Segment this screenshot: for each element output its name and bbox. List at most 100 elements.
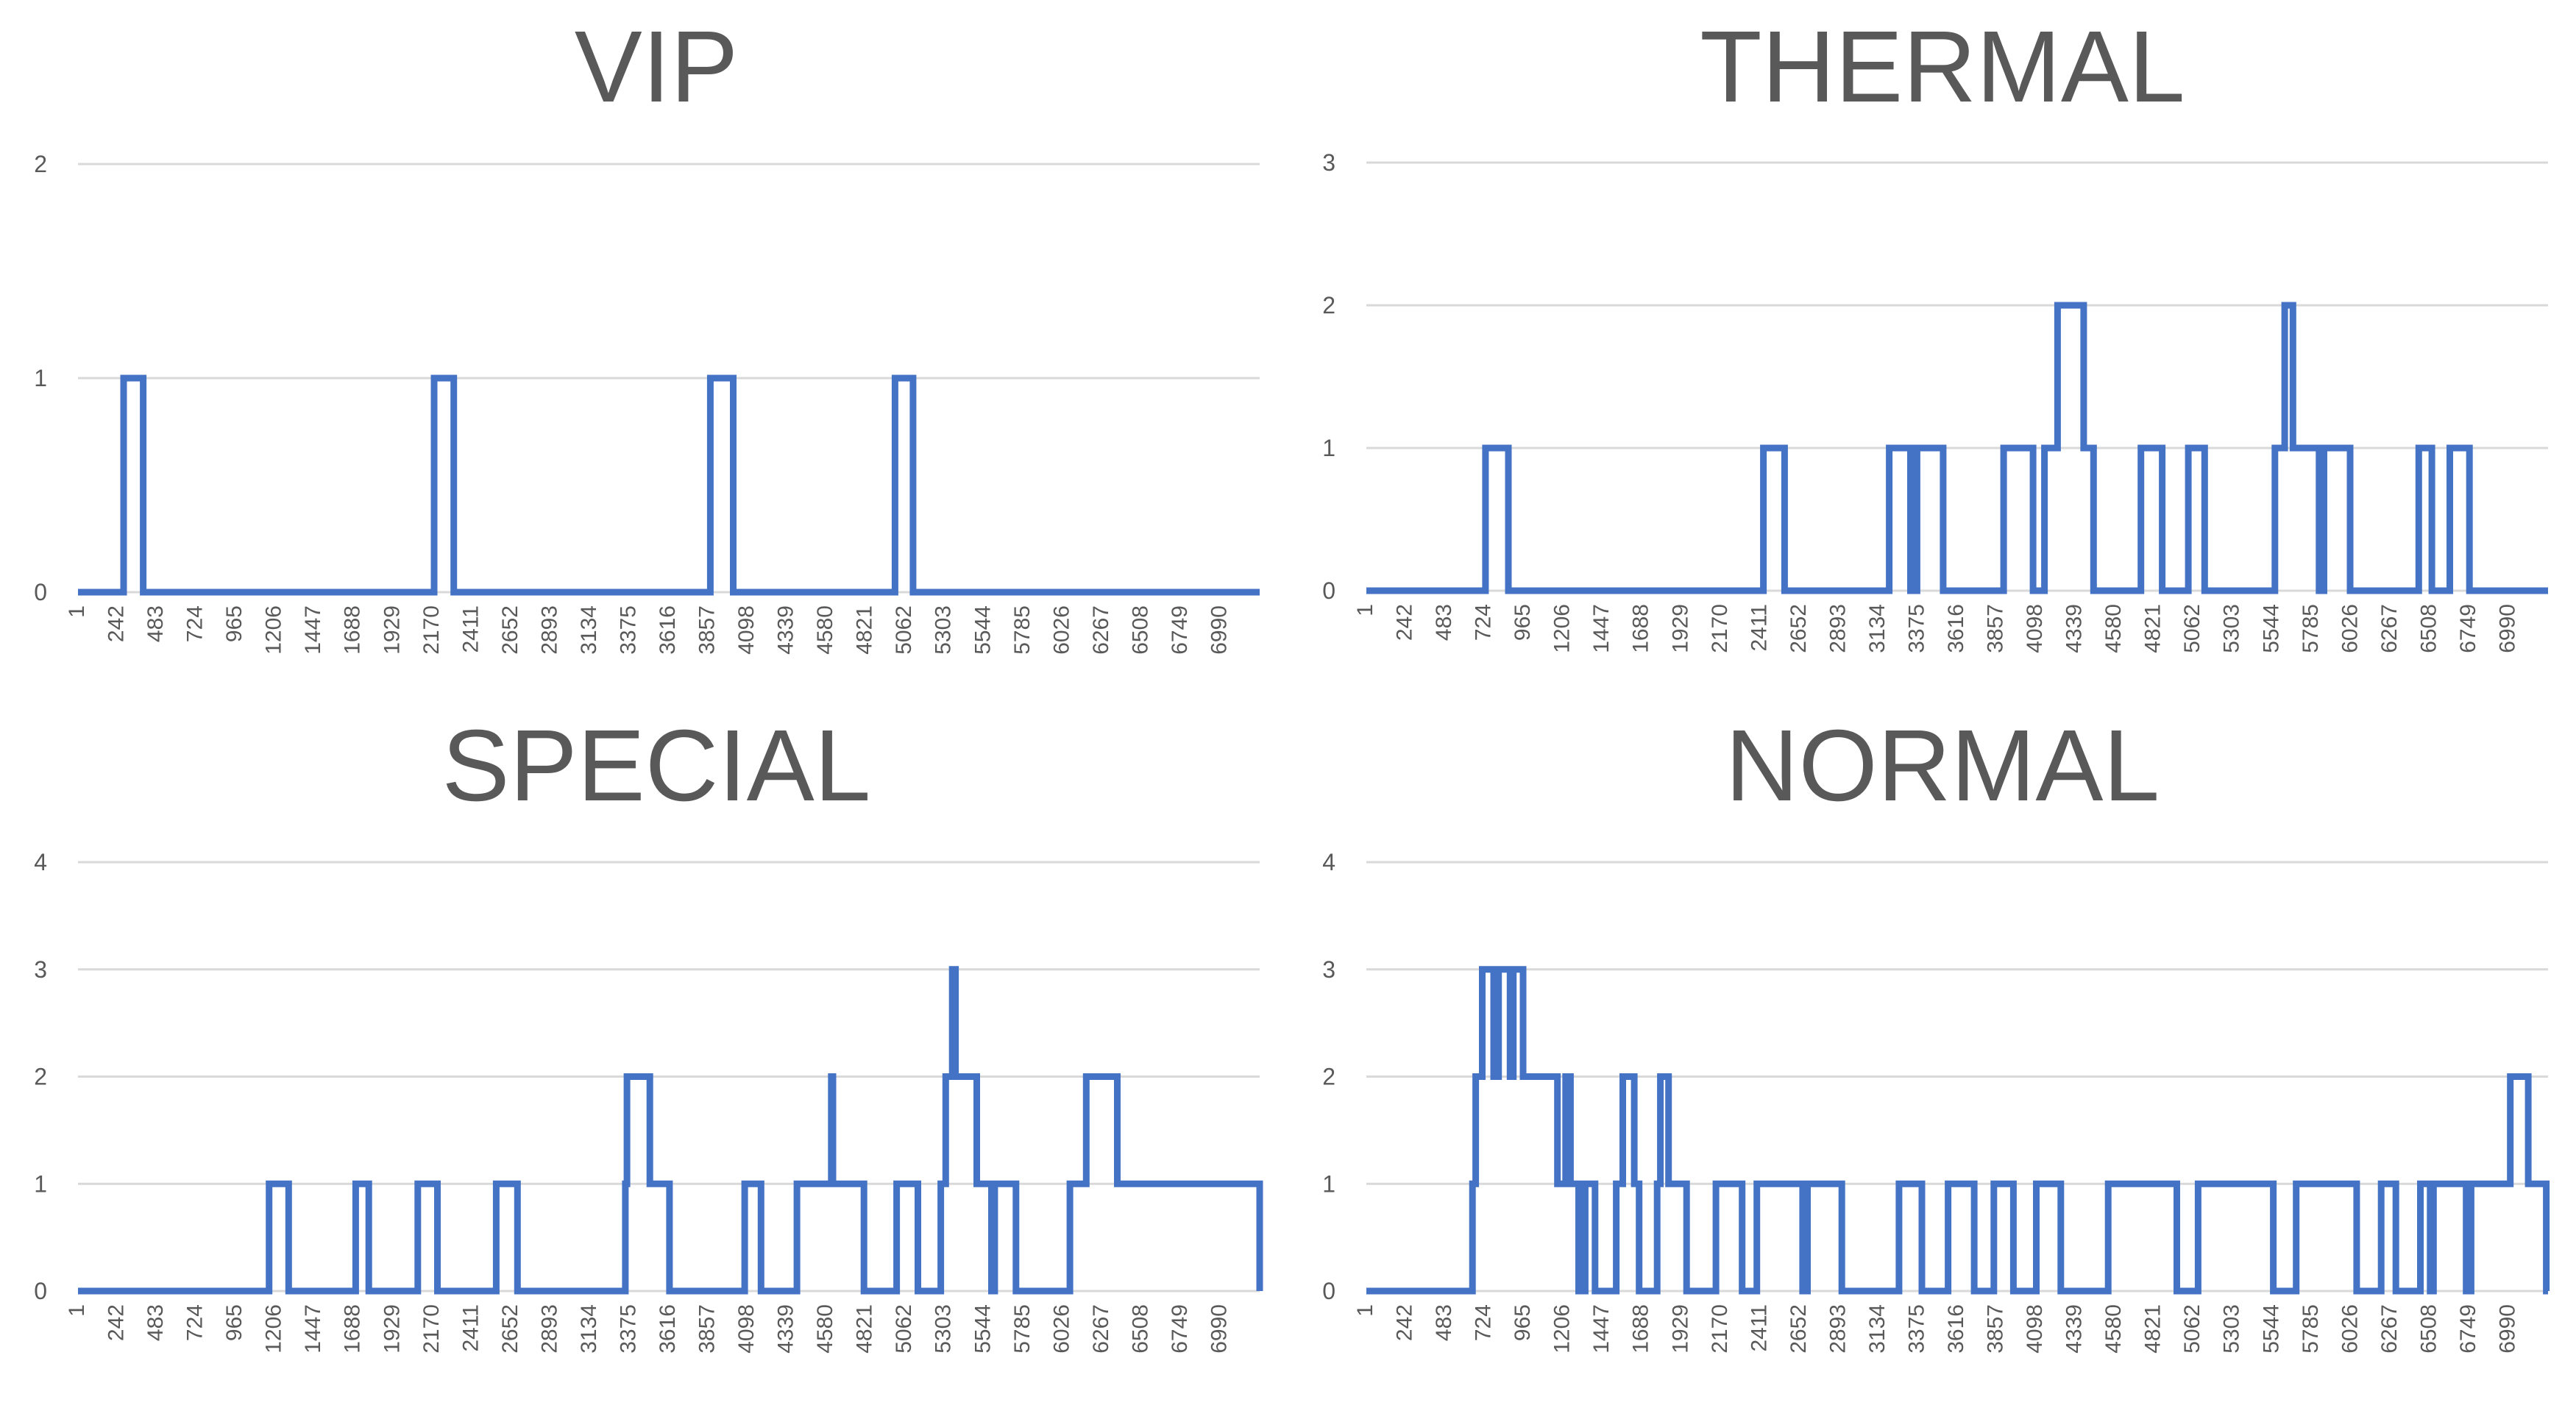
x-tick-label: 6026 (1049, 605, 1074, 655)
x-tick-label: 2652 (498, 605, 522, 655)
x-tick-label: 2652 (1786, 1304, 1811, 1354)
x-tick-label: 4821 (853, 605, 877, 655)
series-line (78, 374, 1260, 596)
chart-title: THERMAL (1700, 10, 2185, 124)
x-tick-label: 3375 (616, 1304, 640, 1354)
x-tick-label: 5785 (2299, 604, 2323, 653)
x-tick-label: 724 (1472, 604, 1496, 641)
x-tick-label: 6508 (2416, 1304, 2441, 1354)
x-tick-label: 4580 (2101, 604, 2126, 653)
x-tick-label: 242 (1393, 1304, 1417, 1341)
y-tick-label: 2 (34, 1064, 47, 1090)
x-tick-label: 3134 (1865, 604, 1890, 653)
x-tick-label: 1 (65, 605, 89, 618)
x-tick-label: 5303 (2220, 604, 2244, 653)
y-tick-label: 0 (34, 1278, 47, 1304)
y-tick-label: 2 (1322, 292, 1335, 319)
x-tick-label: 1929 (380, 605, 404, 655)
x-tick-label: 4339 (774, 1304, 798, 1354)
y-tick-label: 1 (1322, 435, 1335, 461)
x-tick-label: 1688 (1629, 604, 1653, 653)
y-tick-label: 0 (1322, 1278, 1335, 1304)
x-tick-label: 724 (183, 605, 207, 642)
x-tick-label: 6749 (2456, 1304, 2480, 1354)
x-tick-label: 4339 (774, 605, 798, 655)
x-tick-label: 3375 (1904, 1304, 1929, 1354)
x-tick-label: 965 (222, 1304, 246, 1341)
y-tick-label: 0 (1322, 577, 1335, 604)
x-tick-label: 483 (143, 1304, 168, 1341)
x-tick-label: 5785 (1010, 605, 1035, 655)
y-tick-label: 3 (1322, 149, 1335, 176)
x-tick-label: 1206 (262, 605, 286, 655)
x-tick-label: 3616 (1944, 1304, 1968, 1354)
x-tick-label: 1688 (341, 1304, 365, 1354)
y-tick-label: 1 (1322, 1170, 1335, 1197)
x-tick-label: 3857 (1984, 1304, 2008, 1354)
x-tick-label: 6990 (2495, 1304, 2519, 1354)
x-tick-label: 4098 (734, 605, 759, 655)
x-tick-label: 1 (1353, 1304, 1377, 1317)
x-tick-label: 2652 (1786, 604, 1811, 653)
x-tick-label: 4580 (813, 605, 837, 655)
x-tick-label: 6508 (2416, 604, 2441, 653)
x-tick-label: 965 (1511, 604, 1535, 641)
x-tick-label: 3616 (656, 1304, 680, 1354)
x-tick-label: 1929 (1668, 1304, 1692, 1354)
x-tick-label: 1206 (1550, 1304, 1575, 1354)
x-tick-label: 6026 (2338, 604, 2362, 653)
x-tick-label: 2893 (537, 1304, 561, 1354)
x-tick-label: 4821 (853, 1304, 877, 1354)
x-tick-label: 6267 (1089, 1304, 1113, 1354)
x-tick-label: 6749 (1168, 605, 1192, 655)
x-tick-label: 2411 (1747, 604, 1771, 652)
x-tick-label: 2411 (458, 605, 483, 653)
series-line (1366, 302, 2548, 594)
x-tick-label: 3375 (1904, 604, 1929, 653)
x-tick-label: 6990 (1207, 605, 1231, 655)
x-tick-label: 5062 (892, 1304, 916, 1354)
chart-title: NORMAL (1725, 709, 2160, 822)
x-tick-label: 6990 (2495, 604, 2519, 653)
x-tick-label: 2893 (1825, 1304, 1850, 1354)
x-tick-label: 724 (1472, 1304, 1496, 1341)
chart-normal: NORMAL 0 1 2 3 4 1 242 483 724 965 1206 1447 1688 1929… (1322, 709, 2550, 1354)
x-tick-label: 4098 (734, 1304, 759, 1354)
chart-thermal: THERMAL 0 1 2 3 1 242 483 724 965 1206 1447 1688 1929… (1322, 10, 2548, 653)
x-tick-label: 5544 (2259, 604, 2283, 653)
x-tick-label: 4339 (2062, 1304, 2087, 1354)
x-tick-label: 6267 (1089, 605, 1113, 655)
x-tick-label: 6026 (1049, 1304, 1074, 1354)
x-tick-label: 2411 (1747, 1304, 1771, 1352)
x-tick-label: 5544 (971, 605, 995, 655)
series-line (78, 966, 1263, 1295)
x-tick-label: 2170 (419, 1304, 444, 1354)
x-tick-label: 1929 (380, 1304, 404, 1354)
x-tick-label: 6508 (1128, 605, 1152, 655)
chart-title: VIP (575, 10, 738, 124)
y-tick-label: 2 (1322, 1064, 1335, 1090)
x-tick-label: 5062 (2180, 1304, 2204, 1354)
x-tick-label: 965 (222, 605, 246, 642)
y-tick-label: 4 (34, 849, 47, 875)
x-tick-label: 6267 (2377, 1304, 2402, 1354)
x-tick-label: 5544 (971, 1304, 995, 1354)
x-tick-label: 2170 (1708, 1304, 1732, 1354)
x-tick-label: 242 (104, 1304, 129, 1341)
series-line (1366, 966, 2550, 1295)
x-tick-label: 6267 (2377, 604, 2402, 653)
x-tick-label: 2893 (1825, 604, 1850, 653)
x-tick-label: 1929 (1668, 604, 1692, 653)
x-tick-label: 483 (1432, 1304, 1456, 1341)
x-tick-label: 2411 (458, 1304, 483, 1352)
x-tick-label: 6749 (1168, 1304, 1192, 1354)
x-tick-label: 4098 (2023, 604, 2047, 653)
x-tick-label: 3134 (577, 605, 601, 655)
x-tick-label: 3857 (1984, 604, 2008, 653)
x-tick-label: 3616 (656, 605, 680, 655)
y-tick-label: 0 (34, 579, 47, 605)
x-tick-label: 6990 (1207, 1304, 1231, 1354)
x-tick-label: 724 (183, 1304, 207, 1341)
chart-title: SPECIAL (442, 709, 871, 822)
x-tick-label: 483 (143, 605, 168, 642)
